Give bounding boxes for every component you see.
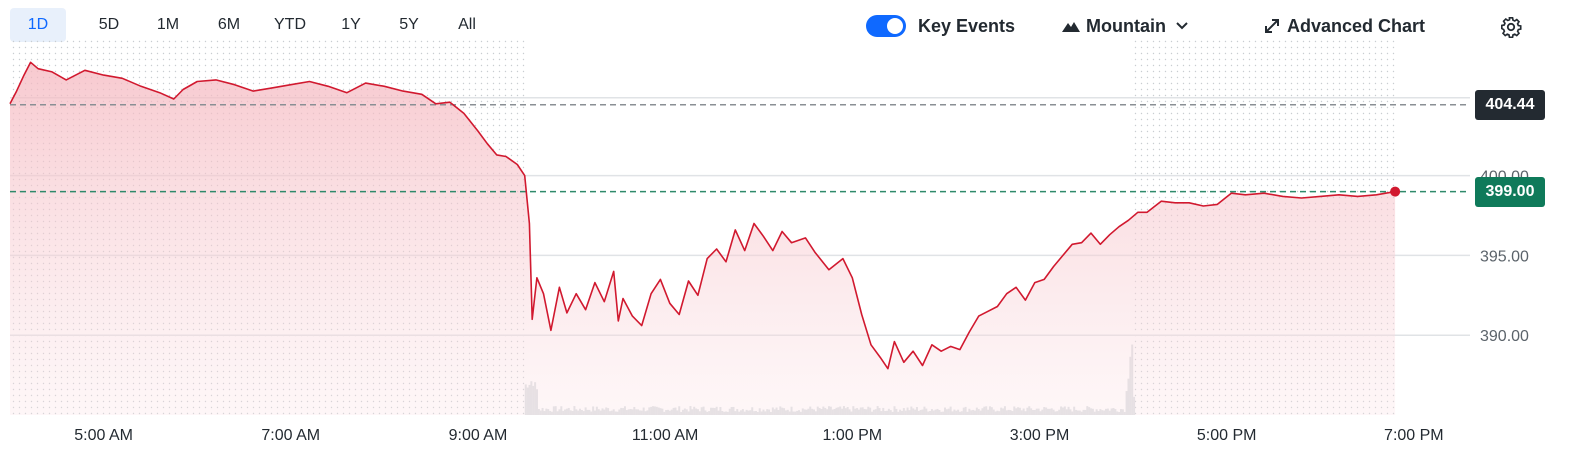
expand-arrows-icon xyxy=(1265,19,1279,33)
x-tick-label: 9:00 AM xyxy=(449,427,508,444)
advanced-chart-button[interactable]: Advanced Chart xyxy=(1263,10,1425,42)
tab-1m[interactable]: 1M xyxy=(156,16,180,33)
range-tabs: 1D 5D 1M 6M YTD 1Y 5Y All xyxy=(10,8,495,42)
chart-type-label: Mountain xyxy=(1086,15,1166,36)
mountain-icon xyxy=(1062,22,1080,32)
x-tick-label: 5:00 AM xyxy=(74,427,133,444)
tab-5y[interactable]: 5Y xyxy=(399,16,419,33)
tab-5d[interactable]: 5D xyxy=(98,16,120,33)
x-tick-label: 11:00 AM xyxy=(632,427,698,444)
key-events-label: Key Events xyxy=(918,15,1016,36)
tab-ytd[interactable]: YTD xyxy=(274,16,306,33)
x-tick-label: 7:00 PM xyxy=(1384,427,1444,444)
chevron-down-icon xyxy=(1176,22,1188,30)
price-line xyxy=(9,61,1396,370)
tab-1d[interactable]: 1D xyxy=(10,8,66,42)
current-price-label: 399.00 xyxy=(1475,176,1545,207)
x-tick-label: 5:00 PM xyxy=(1197,427,1257,444)
toggle-switch[interactable] xyxy=(866,15,906,37)
tab-6m[interactable]: 6M xyxy=(217,16,241,33)
chart-toolbar: 1D 5D 1M 6M YTD 1Y 5Y All Key Events Mou… xyxy=(0,0,1578,52)
chart-type-dropdown[interactable]: Mountain xyxy=(1062,10,1194,42)
x-tick-label: 1:00 PM xyxy=(823,427,883,444)
price-area-fill xyxy=(10,62,1396,416)
y-tick-label: 390.00 xyxy=(1480,328,1529,345)
gear-icon[interactable] xyxy=(1500,16,1522,38)
tab-1y[interactable]: 1Y xyxy=(341,16,361,33)
previous-close-label: 404.44 xyxy=(1475,89,1545,120)
advanced-chart-label: Advanced Chart xyxy=(1287,15,1426,36)
x-tick-label: 7:00 AM xyxy=(261,427,320,444)
tab-all[interactable]: All xyxy=(458,16,476,33)
y-tick-label: 395.00 xyxy=(1480,248,1529,265)
x-tick-label: 3:00 PM xyxy=(1010,427,1070,444)
key-events-toggle[interactable]: Key Events xyxy=(866,10,1015,42)
last-price-marker xyxy=(1390,186,1401,197)
